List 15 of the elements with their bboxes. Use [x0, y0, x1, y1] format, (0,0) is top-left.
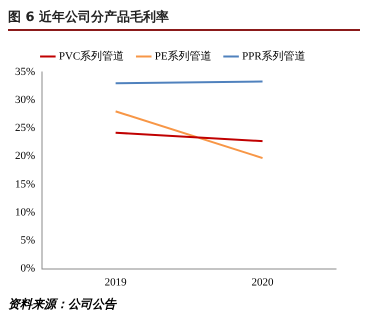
y-tick-label: 10%	[14, 206, 36, 218]
y-tick-label: 25%	[14, 122, 36, 134]
y-tick-label: 15%	[14, 178, 36, 190]
y-tick-label: 0%	[20, 262, 36, 275]
y-tick-label: 30%	[14, 94, 36, 106]
chart-title: 图 6 近年公司分产品毛利率	[8, 8, 170, 27]
y-tick-label: 5%	[20, 234, 36, 247]
y-tick-label: 20%	[14, 150, 36, 162]
x-tick-label: 2019	[104, 276, 128, 288]
y-tick-label: 35%	[14, 66, 36, 78]
text: 资料来源：公司公告	[8, 296, 118, 313]
legend-label: PE系列管道	[154, 49, 212, 62]
legend-label: PPR系列管道	[242, 49, 306, 62]
x-tick-label: 2020	[252, 276, 274, 288]
legend-label: PVC系列管道	[58, 49, 124, 62]
